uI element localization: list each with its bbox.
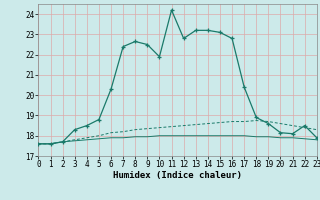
X-axis label: Humidex (Indice chaleur): Humidex (Indice chaleur) bbox=[113, 171, 242, 180]
